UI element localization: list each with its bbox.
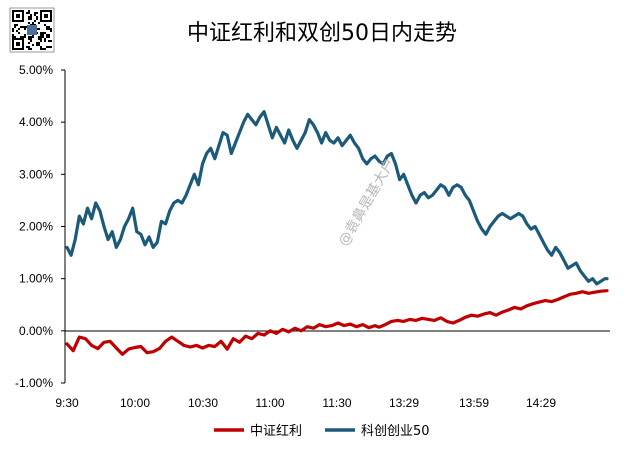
- legend-label: 科创创业50: [361, 424, 430, 439]
- x-tick-label: 10:30: [188, 396, 218, 410]
- qr-code-icon: [9, 7, 55, 53]
- y-tick-label: 2.00%: [19, 220, 53, 234]
- y-tick-label: 0.00%: [19, 324, 53, 338]
- legend-label: 中证红利: [250, 423, 302, 439]
- y-tick-label: 1.00%: [19, 272, 53, 286]
- x-tick-label: 14:29: [526, 396, 556, 410]
- y-tick-label: 3.00%: [19, 167, 53, 181]
- x-tick-label: 11:30: [322, 396, 351, 410]
- y-tick-label: -1.00%: [15, 376, 53, 390]
- chart-title: 中证红利和双创50日内走势: [187, 21, 457, 46]
- series-line-1: [65, 110, 609, 286]
- x-tick-label: 11:00: [255, 396, 284, 410]
- legend: 中证红利 科创创业50: [214, 423, 430, 439]
- series-line-0: [65, 289, 609, 356]
- x-tick-label: 9:30: [55, 396, 79, 410]
- series-layer: [65, 110, 609, 356]
- x-tick-label: 10:00: [120, 396, 150, 410]
- y-axis: 5.00% 4.00% 3.00% 2.00% 1.00% 0.00% -1.00%: [15, 63, 65, 390]
- x-tick-label: 13:29: [389, 396, 419, 410]
- y-tick-label: 5.00%: [19, 63, 53, 77]
- x-tick-label: 13:59: [459, 396, 489, 410]
- y-tick-label: 4.00%: [19, 115, 53, 129]
- x-axis: 9:30 10:00 10:30 11:00 11:30 13:29 13:59 14:29: [55, 396, 556, 410]
